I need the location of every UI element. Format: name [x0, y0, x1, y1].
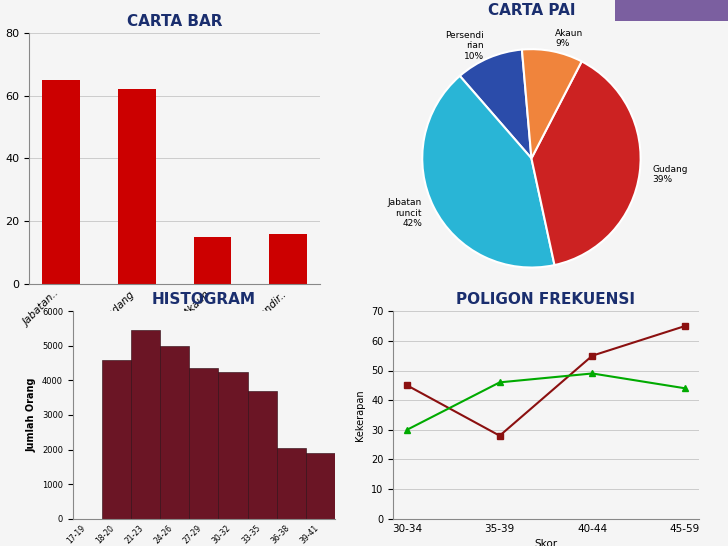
Y-axis label: Kekerapan: Kekerapan: [355, 389, 365, 441]
Wedge shape: [460, 50, 531, 158]
Bar: [42, 80, 80, 284]
Wedge shape: [531, 61, 641, 265]
Text: Persendi
rian
10%: Persendi rian 10%: [445, 31, 483, 61]
Bar: [131, 330, 160, 519]
Bar: [160, 346, 189, 519]
Bar: [218, 372, 248, 519]
Bar: [277, 448, 306, 519]
Title: HISTOGRAM: HISTOGRAM: [152, 292, 256, 307]
Wedge shape: [522, 49, 582, 158]
Bar: [248, 391, 277, 519]
Bar: [118, 89, 156, 284]
Bar: [306, 453, 335, 519]
Bar: [194, 237, 232, 284]
Text: Gudang
39%: Gudang 39%: [653, 165, 688, 184]
Title: CARTA BAR: CARTA BAR: [127, 14, 223, 29]
Bar: [102, 360, 131, 519]
Wedge shape: [422, 76, 555, 268]
Bar: [189, 368, 218, 519]
Text: Jabatan
runcit
42%: Jabatan runcit 42%: [388, 198, 422, 228]
Title: POLIGON FREKUENSI: POLIGON FREKUENSI: [456, 292, 636, 307]
Y-axis label: Jumlah Orang: Jumlah Orang: [26, 378, 36, 452]
Title: CARTA PAI: CARTA PAI: [488, 3, 575, 18]
Text: Akaun
9%: Akaun 9%: [555, 29, 583, 48]
Bar: [269, 234, 307, 284]
X-axis label: Skor: Skor: [534, 539, 558, 546]
